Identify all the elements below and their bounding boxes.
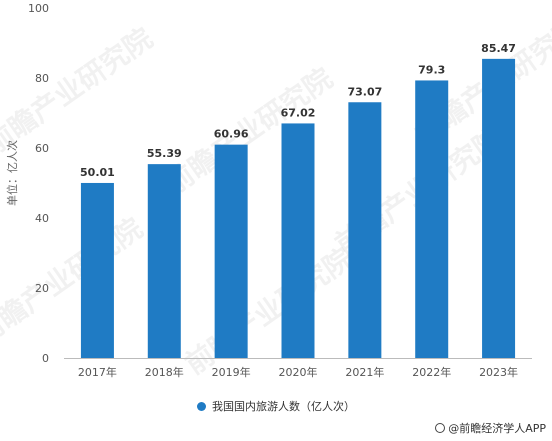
value-labels: 50.01 55.39 60.96 67.02 73.07 79.3 85.47 <box>80 42 516 179</box>
y-axis: 0 20 40 60 80 100 <box>28 2 49 365</box>
y-tick-label: 40 <box>35 212 49 225</box>
x-tick-label: 2018年 <box>145 365 184 379</box>
x-tick-label: 2023年 <box>479 365 518 379</box>
x-tick-label: 2017年 <box>78 365 117 379</box>
x-axis: 2017年 2018年 2019年 2020年 2021年 2022年 2023年 <box>78 365 518 379</box>
y-tick-label: 60 <box>35 142 49 155</box>
x-tick-label: 2021年 <box>345 365 384 379</box>
bar-value-label: 79.3 <box>418 63 445 76</box>
bar-value-label: 60.96 <box>214 128 249 141</box>
y-tick-label: 20 <box>35 282 49 295</box>
y-tick-label: 80 <box>35 72 49 85</box>
bar <box>281 123 315 359</box>
bar-value-label: 73.07 <box>347 85 382 98</box>
x-tick-label: 2022年 <box>412 365 451 379</box>
bar-value-label: 85.47 <box>481 42 516 55</box>
x-tick-label: 2020年 <box>279 365 318 379</box>
bars <box>80 58 516 359</box>
bar-value-label: 67.02 <box>281 106 316 119</box>
bar <box>147 164 181 358</box>
legend-marker <box>197 402 206 411</box>
y-tick-label: 100 <box>28 2 49 15</box>
bar <box>80 182 114 358</box>
legend: 我国国内旅游人数（亿人次） <box>0 398 552 414</box>
bar <box>348 102 382 358</box>
source-credit: @前瞻经济学人APP <box>435 420 546 436</box>
bar-value-label: 50.01 <box>80 166 115 179</box>
bar <box>214 144 248 358</box>
y-axis-label: 单位：亿人次 <box>5 140 19 206</box>
source-text: @前瞻经济学人APP <box>448 422 546 435</box>
x-tick-label: 2019年 <box>212 365 251 379</box>
legend-label: 我国国内旅游人数（亿人次） <box>212 400 355 413</box>
logo-icon <box>435 423 446 433</box>
bar <box>415 80 449 358</box>
y-tick-label: 0 <box>42 352 49 365</box>
bar <box>482 58 516 358</box>
bar-value-label: 55.39 <box>147 147 182 160</box>
